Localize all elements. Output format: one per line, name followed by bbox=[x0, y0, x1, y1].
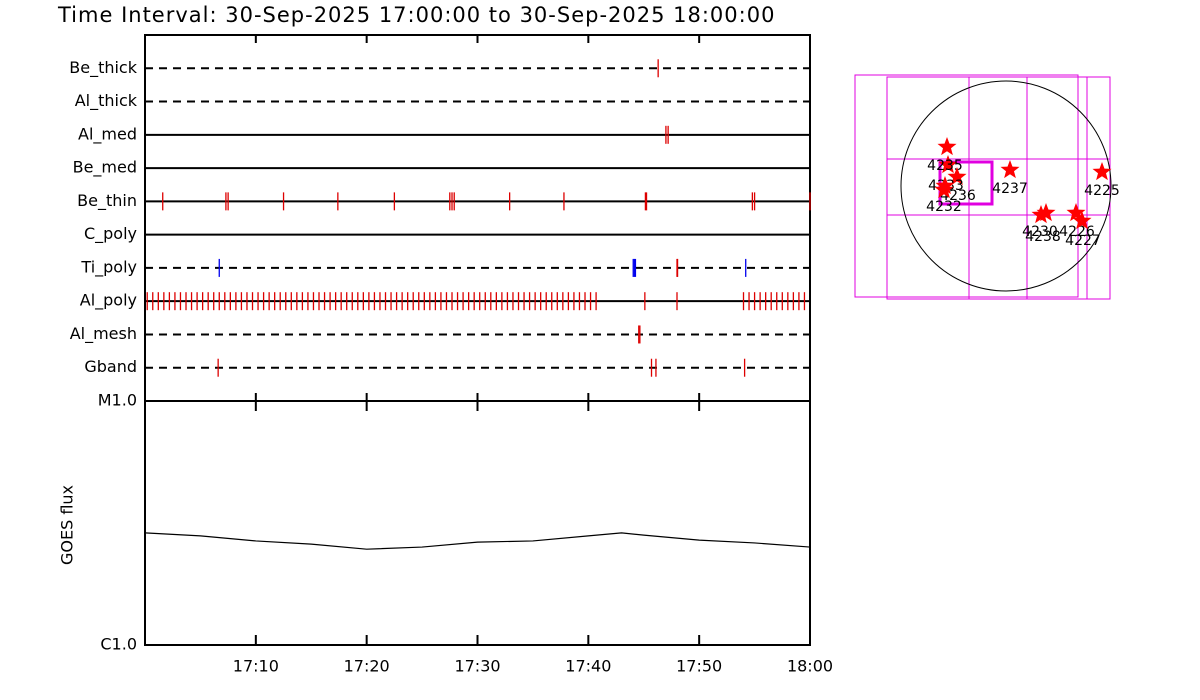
row-label: Be_thin bbox=[77, 191, 137, 211]
row-label: Al_med bbox=[78, 124, 137, 144]
x-tick-label: 17:20 bbox=[344, 657, 390, 676]
chart-title: Time Interval: 30-Sep-2025 17:00:00 to 3… bbox=[57, 3, 775, 27]
x-tick-label: 17:40 bbox=[565, 657, 611, 676]
solar-limb bbox=[900, 80, 1112, 292]
y-tick-label: C1.0 bbox=[100, 635, 137, 654]
row-label: Ti_poly bbox=[80, 257, 137, 277]
fov-box bbox=[886, 76, 1111, 300]
timeline-frame bbox=[144, 34, 811, 402]
region-star bbox=[1031, 205, 1051, 224]
row-label: Be_med bbox=[73, 158, 137, 178]
y-tick-label: M1.0 bbox=[98, 391, 137, 410]
row-label: Al_mesh bbox=[70, 324, 137, 344]
region-label: 4226 bbox=[1059, 224, 1095, 240]
x-tick-label: 17:30 bbox=[454, 657, 500, 676]
region-star bbox=[947, 167, 967, 186]
region-star bbox=[938, 155, 958, 174]
row-label: Gband bbox=[84, 357, 137, 376]
row-label: Al_thick bbox=[75, 91, 138, 111]
fov-box bbox=[854, 74, 1079, 298]
row-label: C_poly bbox=[84, 224, 137, 244]
region-label: 4235 bbox=[927, 158, 963, 174]
row-label: Al_poly bbox=[80, 291, 137, 311]
region-label: 4237 bbox=[992, 181, 1028, 197]
row-label: Be_thick bbox=[69, 58, 137, 78]
x-tick-label: 17:10 bbox=[233, 657, 279, 676]
region-label: 4236 bbox=[940, 188, 976, 204]
goes-frame bbox=[144, 400, 811, 646]
region-label: 4227 bbox=[1065, 233, 1101, 249]
goes-curve bbox=[144, 532, 811, 550]
region-star bbox=[1066, 203, 1086, 222]
region-label: 4230 bbox=[1022, 224, 1058, 240]
region-label: 4225 bbox=[1084, 183, 1120, 199]
y-axis-label: GOES flux bbox=[58, 485, 77, 565]
region-star bbox=[1000, 160, 1020, 179]
region-label: 4238 bbox=[1025, 229, 1061, 245]
region-star bbox=[1092, 162, 1112, 181]
region-star bbox=[1072, 211, 1092, 230]
region-star bbox=[1036, 203, 1056, 222]
region-star bbox=[937, 137, 957, 156]
region-label: 4232 bbox=[926, 199, 962, 215]
sun-map bbox=[854, 74, 1112, 300]
x-tick-label: 18:00 bbox=[787, 657, 833, 676]
x-tick-label: 17:50 bbox=[676, 657, 722, 676]
region-star bbox=[934, 180, 954, 199]
